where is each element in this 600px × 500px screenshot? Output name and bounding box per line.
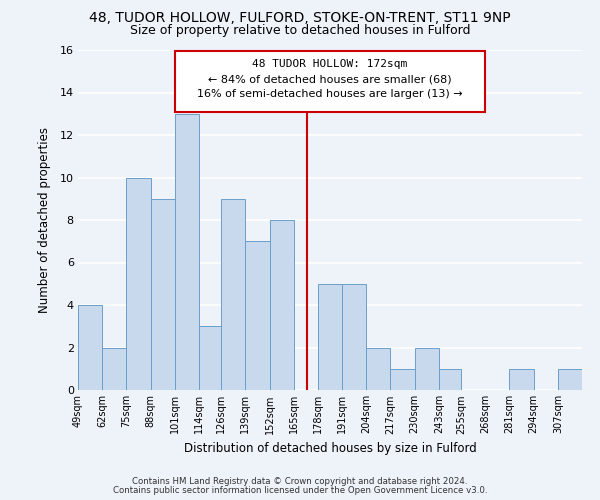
Text: 48 TUDOR HOLLOW: 172sqm: 48 TUDOR HOLLOW: 172sqm (253, 59, 407, 69)
Bar (509, 369, 533, 390)
Bar (221, 198, 245, 390)
Bar (151, 198, 175, 390)
Bar (318, 284, 342, 390)
X-axis label: Distribution of detached houses by size in Fulford: Distribution of detached houses by size … (184, 442, 476, 455)
Y-axis label: Number of detached properties: Number of detached properties (38, 127, 52, 313)
Text: 48, TUDOR HOLLOW, FULFORD, STOKE-ON-TRENT, ST11 9NP: 48, TUDOR HOLLOW, FULFORD, STOKE-ON-TREN… (89, 11, 511, 25)
Text: 16% of semi-detached houses are larger (13) →: 16% of semi-detached houses are larger (… (197, 90, 463, 100)
Text: Contains HM Land Registry data © Crown copyright and database right 2024.: Contains HM Land Registry data © Crown c… (132, 477, 468, 486)
Bar (269, 220, 294, 390)
Bar (127, 178, 151, 390)
Bar (199, 326, 221, 390)
Bar (439, 369, 461, 390)
Text: ← 84% of detached houses are smaller (68): ← 84% of detached houses are smaller (68… (208, 74, 452, 85)
Text: Contains public sector information licensed under the Open Government Licence v3: Contains public sector information licen… (113, 486, 487, 495)
Bar (78, 305, 102, 390)
Bar (558, 369, 582, 390)
Text: Size of property relative to detached houses in Fulford: Size of property relative to detached ho… (130, 24, 470, 37)
Bar (245, 242, 269, 390)
Bar (366, 348, 391, 390)
FancyBboxPatch shape (175, 51, 485, 112)
Bar (102, 348, 127, 390)
Bar (342, 284, 366, 390)
Bar (175, 114, 199, 390)
Bar (391, 369, 415, 390)
Bar (415, 348, 439, 390)
